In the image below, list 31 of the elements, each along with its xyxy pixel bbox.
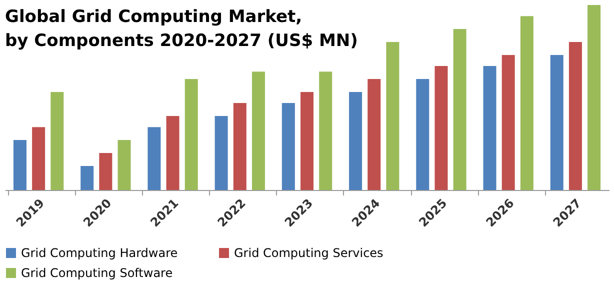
bar <box>520 16 534 190</box>
bar <box>416 79 430 190</box>
bar <box>282 103 295 190</box>
bar <box>214 116 228 190</box>
bar <box>453 29 466 190</box>
bar <box>32 127 46 190</box>
legend-label: Grid Computing Services <box>234 246 384 260</box>
bar <box>148 127 161 190</box>
bar <box>502 54 515 190</box>
bar <box>368 79 381 190</box>
bar <box>588 5 601 190</box>
bar <box>80 166 94 190</box>
text: Global Grid Computing Market, by Components 2020-2027 (US$ MN) <box>5 7 358 51</box>
bar <box>300 92 314 190</box>
bar <box>118 140 131 190</box>
bar <box>483 66 496 190</box>
bar <box>550 54 564 190</box>
bar <box>99 153 112 190</box>
bar <box>434 66 448 190</box>
legend-label: Grid Computing Software <box>21 266 173 280</box>
bar <box>349 92 362 190</box>
bar <box>13 140 26 190</box>
legend-label: Grid Computing Hardware <box>21 246 178 260</box>
bar <box>233 103 246 190</box>
bar <box>386 42 400 190</box>
bar <box>568 42 582 190</box>
bar <box>184 79 198 190</box>
bar <box>166 116 180 190</box>
bar <box>50 92 64 190</box>
bar <box>319 72 332 190</box>
bar <box>252 72 265 190</box>
